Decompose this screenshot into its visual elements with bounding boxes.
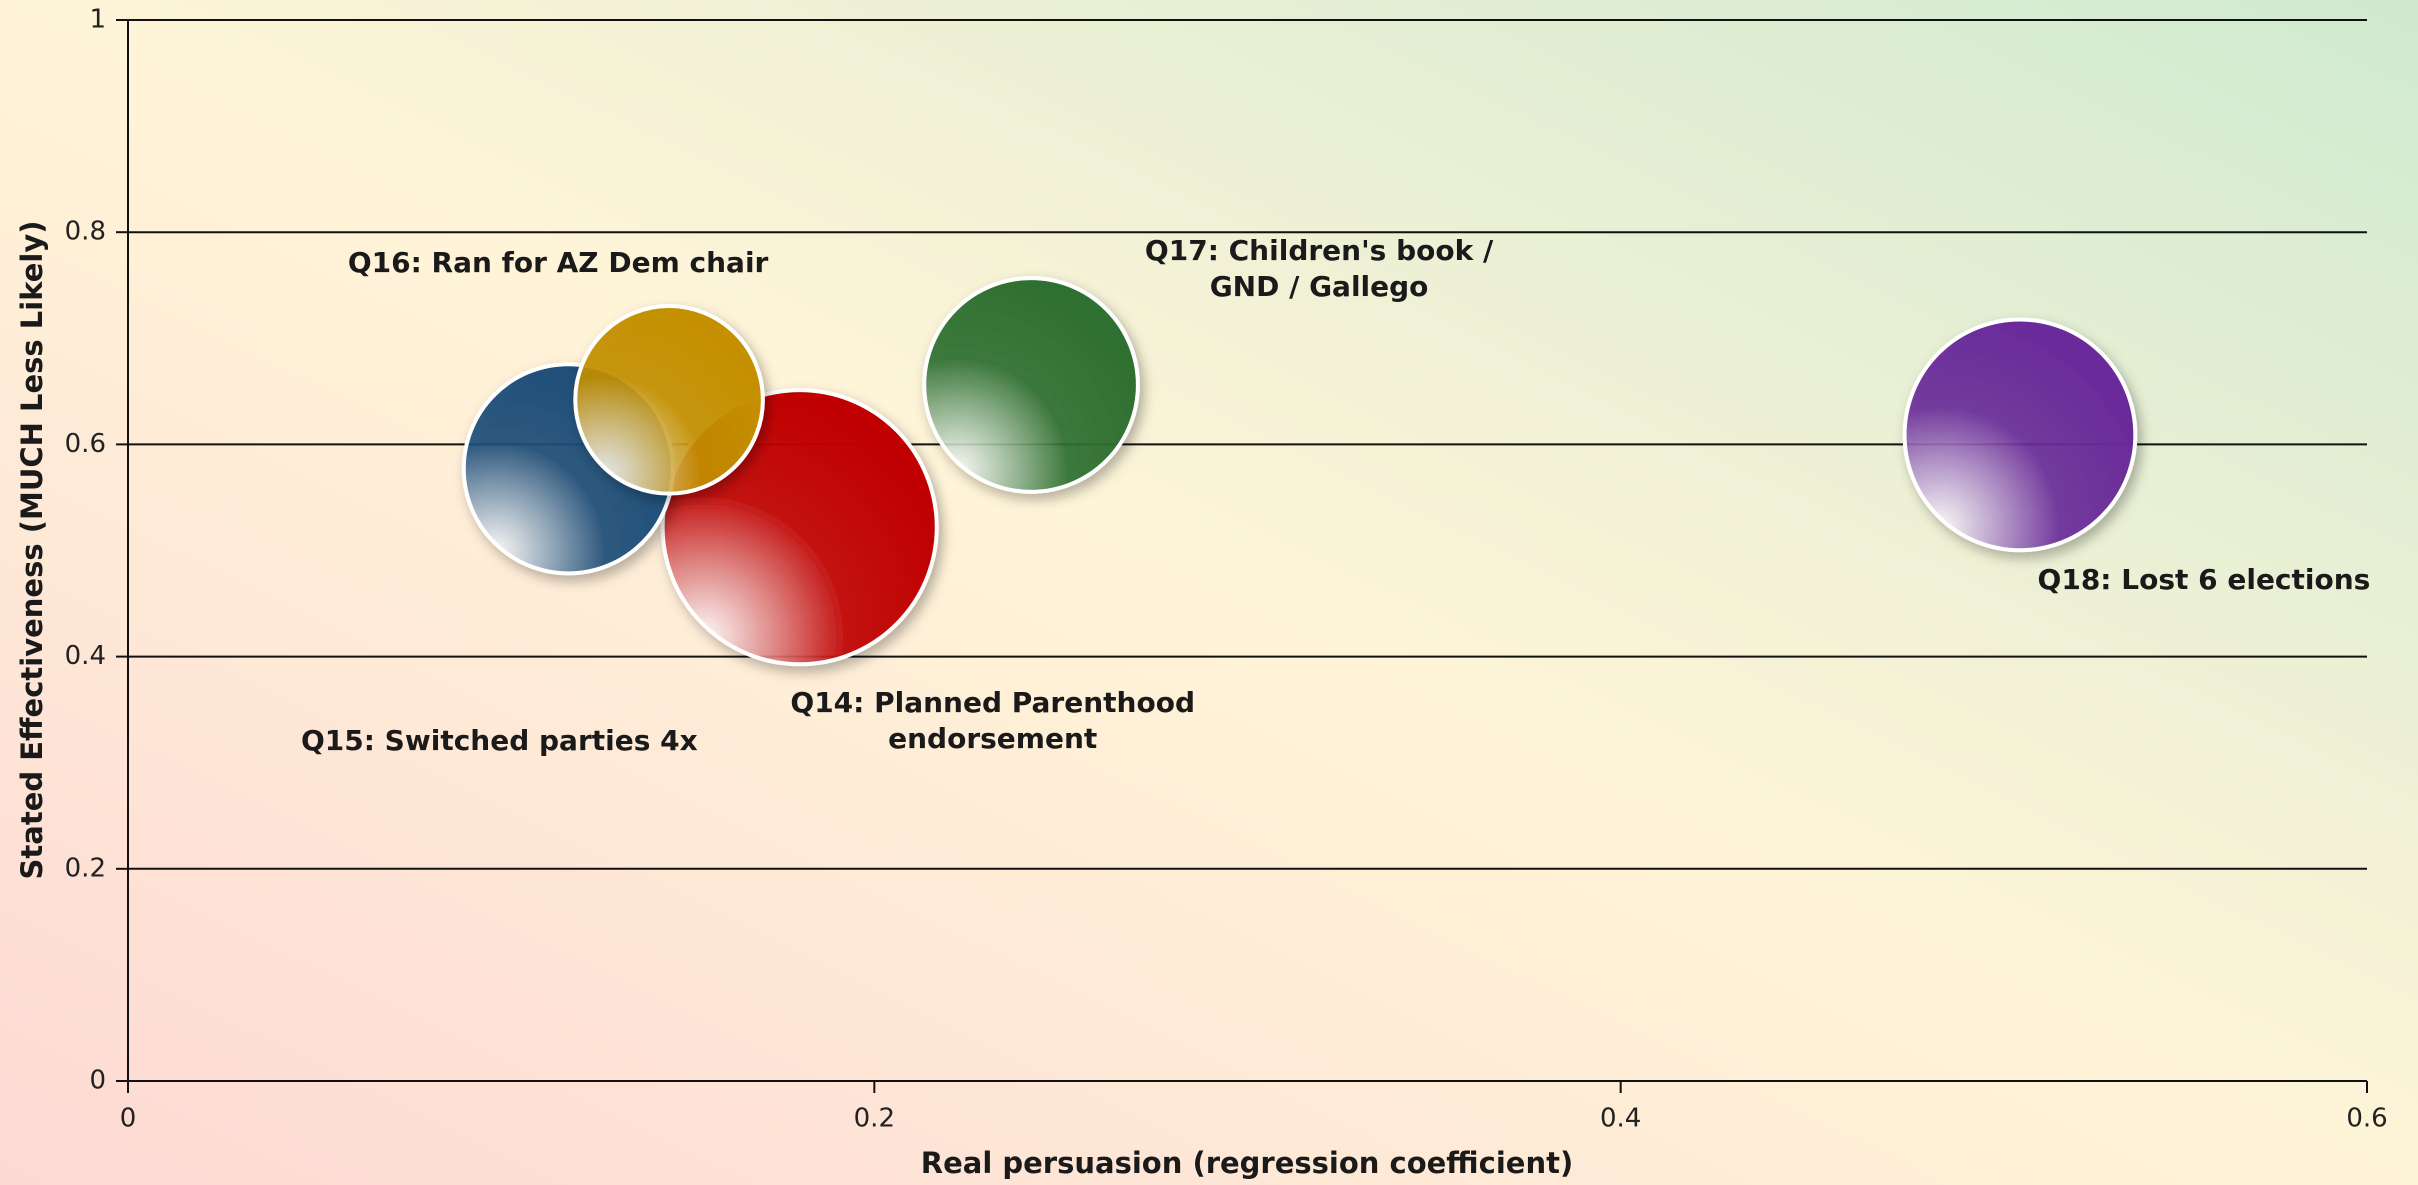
point-label: Q18: Lost 6 elections	[2038, 563, 2371, 596]
point-label: Q15: Switched parties 4x	[301, 724, 698, 757]
y-axis-title: Stated Effectiveness (MUCH Less Likely)	[15, 221, 49, 880]
y-tick-label: 1	[89, 5, 106, 35]
y-tick-label: 0.2	[65, 853, 106, 883]
point-label: Q14: Planned Parenthood endorsement	[790, 686, 1195, 755]
x-axis-title: Real persuasion (regression coefficient)	[921, 1146, 1573, 1180]
x-tick-label: 0.6	[2346, 1104, 2387, 1134]
point-label: Q16: Ran for AZ Dem chair	[348, 246, 769, 279]
y-tick-label: 0.4	[65, 641, 106, 671]
x-tick-label: 0.2	[854, 1104, 895, 1134]
x-tick-label: 0	[120, 1104, 137, 1134]
bubble	[573, 304, 765, 496]
y-tick-label: 0	[89, 1066, 106, 1096]
y-tick-label: 0.6	[65, 429, 106, 459]
bubble	[1902, 317, 2138, 553]
y-tick-label: 0.8	[65, 217, 106, 247]
point-label: Q17: Children's book / GND / Gallego	[1145, 234, 1494, 303]
x-tick-label: 0.4	[1600, 1104, 1641, 1134]
bubble	[922, 276, 1140, 494]
